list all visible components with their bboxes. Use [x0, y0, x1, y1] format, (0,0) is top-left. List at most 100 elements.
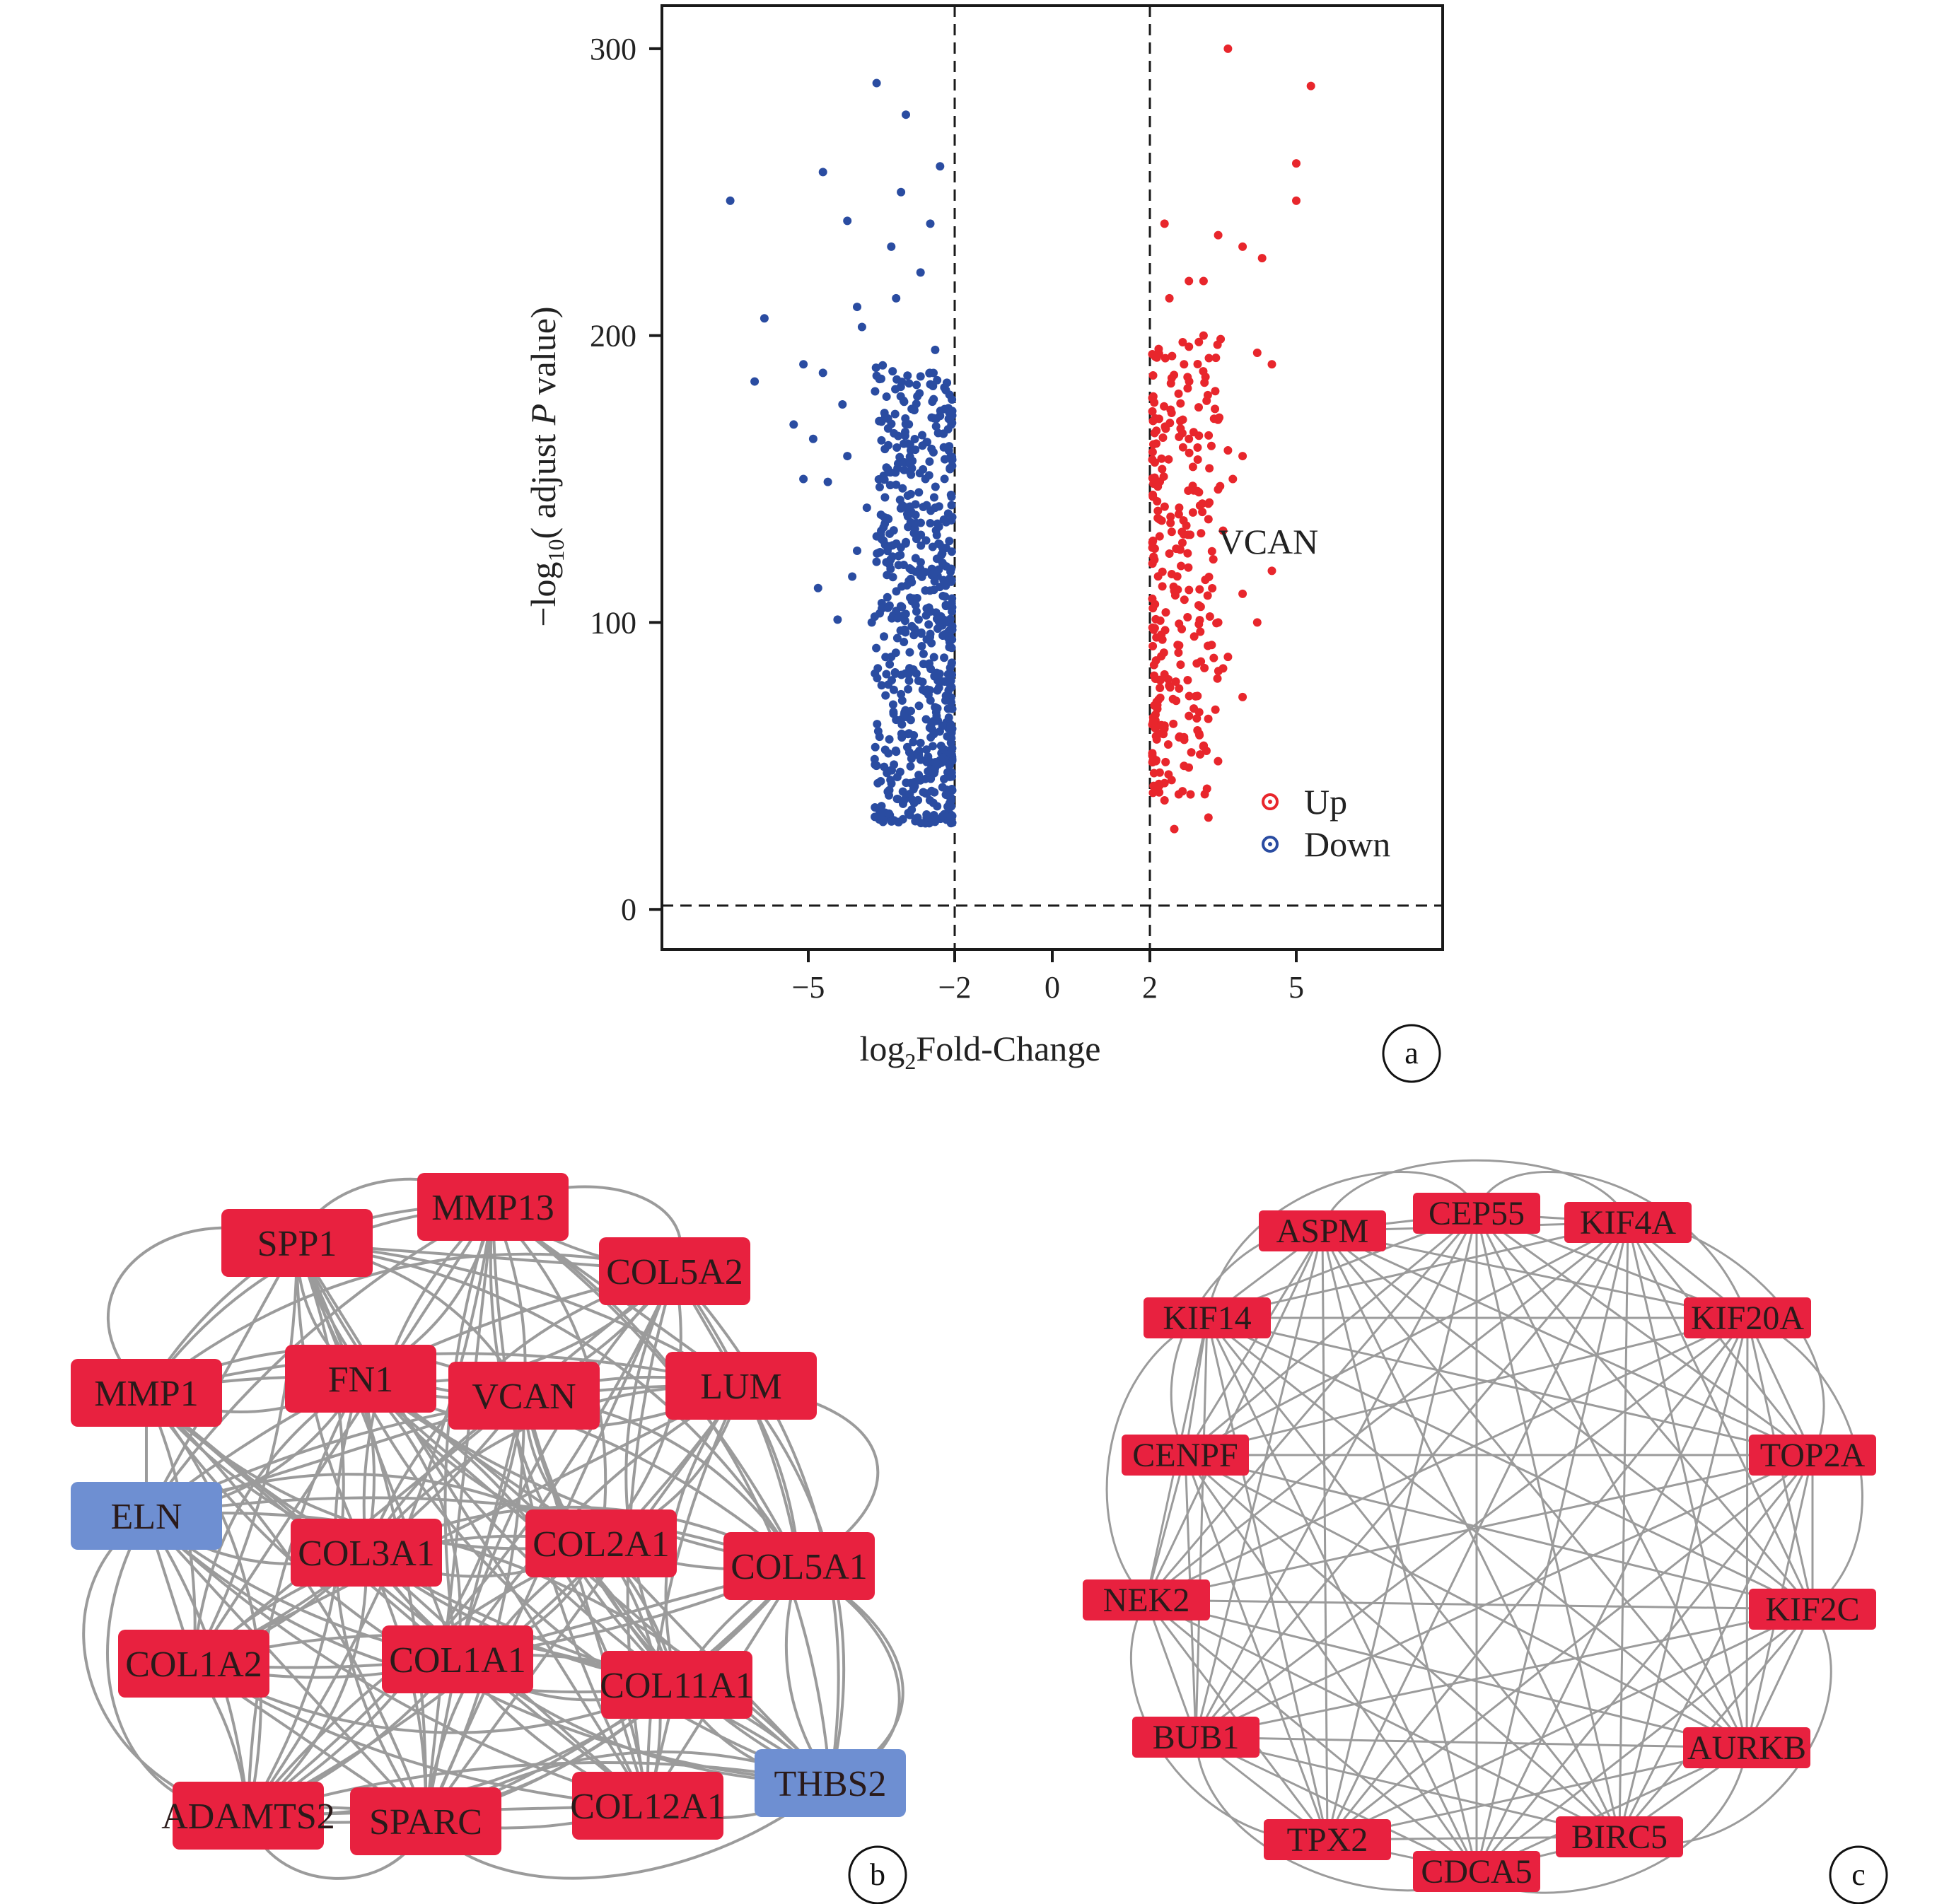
data-point-up: [1228, 474, 1238, 484]
data-point-down: [904, 684, 913, 694]
data-point-down: [906, 706, 915, 716]
network-edge: [1184, 1454, 1478, 1872]
data-point-up: [1178, 337, 1187, 346]
data-point-up: [1191, 691, 1200, 701]
data-point-down: [871, 742, 880, 752]
node-box: [448, 1362, 600, 1430]
network-edge: [1206, 1316, 1747, 1749]
data-point-up: [1174, 648, 1183, 658]
node-box: [382, 1625, 533, 1693]
data-point-down: [929, 368, 938, 378]
gene-node-sparc: SPARC: [350, 1787, 501, 1855]
data-point-up: [1175, 684, 1184, 693]
data-point-up: [1148, 455, 1157, 465]
data-point-down: [947, 643, 956, 653]
gene-node-kif14: KIF14: [1144, 1297, 1271, 1338]
network-edge: [1185, 1316, 1748, 1456]
data-point-up: [1185, 448, 1194, 457]
data-point-down: [899, 560, 908, 569]
network-edge: [1146, 1221, 1629, 1601]
data-point-up: [1148, 448, 1157, 457]
network-edge: [192, 1205, 494, 1665]
data-point-down: [907, 470, 916, 479]
data-point-up: [1166, 379, 1175, 388]
node-label: COL2A1: [533, 1524, 670, 1565]
data-point-down: [919, 465, 928, 474]
data-point-down: [914, 701, 924, 711]
gene-node-col3a1: COL3A1: [291, 1519, 442, 1587]
data-point-up: [1193, 443, 1202, 452]
node-box: [1259, 1210, 1386, 1251]
data-point-down: [910, 599, 919, 608]
data-point-up: [1175, 619, 1184, 629]
data-point-down: [905, 648, 914, 657]
node-label: LUM: [700, 1367, 782, 1407]
node-box: [755, 1749, 906, 1817]
node-box: [525, 1509, 677, 1577]
data-point-up: [1194, 403, 1203, 412]
data-point-down: [940, 630, 949, 639]
data-point-up: [1172, 544, 1181, 554]
data-point-down: [933, 519, 942, 528]
data-point-down: [823, 477, 832, 486]
data-point-up: [1218, 526, 1228, 535]
data-point-down: [902, 110, 910, 119]
y-tick-label: 300: [590, 32, 636, 66]
data-point-up: [1154, 344, 1163, 354]
data-point-down: [910, 778, 919, 787]
data-point-down: [904, 379, 914, 388]
data-point-up: [1160, 402, 1169, 411]
data-point-up: [1177, 538, 1187, 547]
data-point-down: [910, 525, 919, 534]
data-point-down: [833, 615, 842, 624]
data-point-up: [1165, 549, 1174, 559]
node-label: MMP1: [94, 1374, 198, 1414]
node-box: [1684, 1297, 1811, 1338]
data-point-up: [1185, 691, 1194, 701]
data-point-up: [1174, 790, 1183, 799]
data-point-up: [1204, 354, 1214, 363]
network-edge: [1618, 1608, 1814, 1838]
data-point-up: [1207, 641, 1216, 650]
gene-node-aspm: ASPM: [1259, 1210, 1386, 1251]
data-point-down: [943, 732, 952, 741]
data-point-down: [938, 429, 948, 438]
data-point-down: [897, 378, 907, 387]
data-point-down: [941, 696, 950, 705]
panel-label-a: a: [1382, 1024, 1441, 1083]
node-label: COL5A1: [731, 1547, 868, 1587]
network-edge: [1745, 1608, 1814, 1748]
data-point-up: [1185, 342, 1194, 351]
data-point-up: [1175, 503, 1184, 513]
node-label: KIF14: [1163, 1299, 1251, 1337]
network-edge: [1476, 1608, 1813, 1873]
data-point-down: [947, 452, 956, 461]
node-label: BUB1: [1153, 1719, 1240, 1756]
network-edge: [1185, 1454, 1813, 1611]
data-point-up: [1202, 396, 1211, 405]
data-point-up: [1188, 508, 1197, 517]
data-point-down: [948, 594, 957, 603]
data-point-up: [1170, 370, 1179, 380]
gene-node-mmp13: MMP13: [417, 1173, 569, 1241]
data-point-up: [1205, 612, 1214, 621]
data-point-up: [1169, 719, 1178, 728]
data-point-down: [916, 738, 925, 747]
data-point-down: [946, 797, 955, 806]
data-point-down: [909, 631, 919, 640]
data-point-up: [1153, 482, 1163, 491]
network-edge: [1206, 1170, 1478, 1319]
network-edge: [1618, 1454, 1814, 1838]
data-point-up: [1200, 378, 1209, 387]
node-label: SPP1: [257, 1224, 337, 1264]
node-label: MMP13: [431, 1188, 554, 1228]
data-point-up: [1208, 583, 1217, 592]
data-point-down: [929, 769, 938, 778]
data-point-down: [789, 420, 798, 429]
data-point-up: [1151, 656, 1160, 665]
node-label: COL5A2: [606, 1252, 743, 1292]
data-point-down: [946, 600, 955, 609]
network-edge: [1184, 1317, 1209, 1456]
data-point-up: [1157, 454, 1166, 463]
data-point-down: [892, 716, 901, 725]
